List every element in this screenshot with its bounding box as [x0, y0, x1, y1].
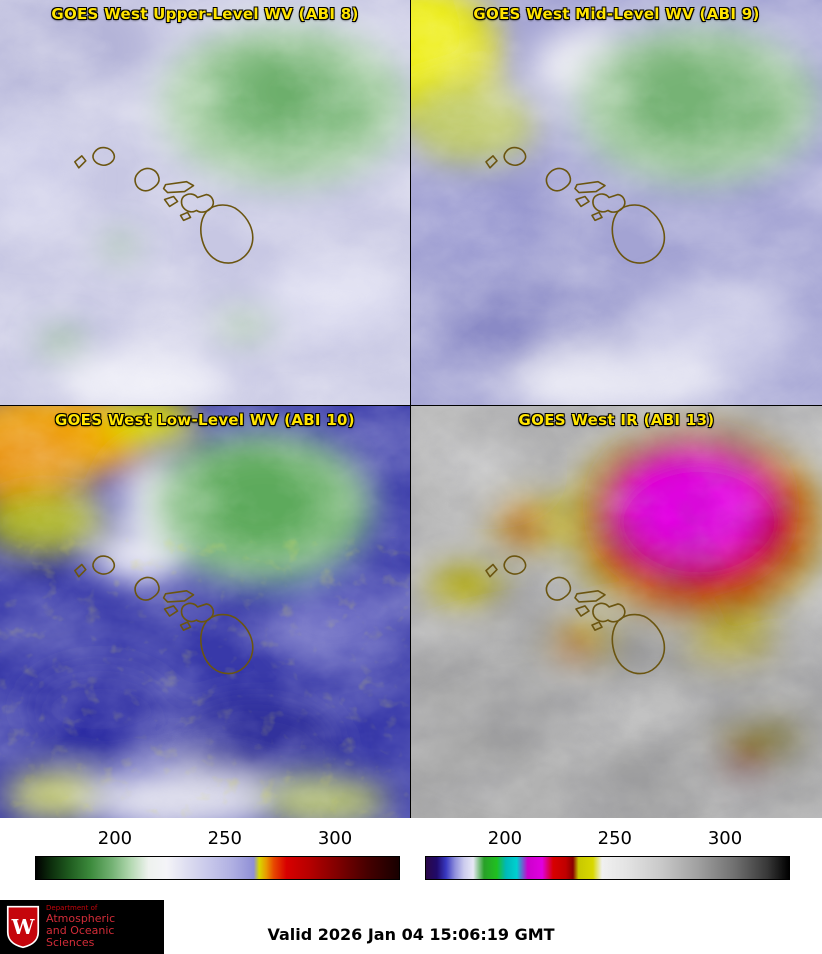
panel-title-upper-wv: GOES West Upper-Level WV (ABI 8)	[51, 5, 359, 23]
colorbar-tick-label: 300	[317, 828, 353, 849]
colorbar-tick-label: 200	[487, 828, 523, 849]
uw-aos-logo: W Department of Atmospheric and Oceanic …	[0, 900, 164, 954]
panel-ir: GOES West IR (ABI 13)	[411, 406, 822, 818]
uw-crest-icon: W	[6, 905, 40, 949]
satellite-image-abi8	[0, 0, 410, 405]
logo-dept-line: Department of	[46, 904, 98, 913]
panel-upper-level-wv: GOES West Upper-Level WV (ABI 8)	[0, 0, 410, 405]
logo-line-1: Atmospheric	[46, 911, 116, 925]
satellite-image-abi9	[411, 0, 822, 405]
ir-colorbar-ticks: 200 250 300	[425, 828, 790, 850]
panel-mid-level-wv: GOES West Mid-Level WV (ABI 9)	[411, 0, 822, 405]
satellite-image-abi10	[0, 406, 410, 818]
panel-title-ir: GOES West IR (ABI 13)	[518, 411, 715, 429]
panel-title-low-wv: GOES West Low-Level WV (ABI 10)	[55, 411, 355, 429]
wv-temperature-colorbar	[35, 856, 400, 880]
panel-title-mid-wv: GOES West Mid-Level WV (ABI 9)	[473, 5, 760, 23]
logo-line-2: and Oceanic Sciences	[46, 923, 115, 949]
colorbar-tick-label: 300	[707, 828, 743, 849]
crest-letter: W	[11, 915, 36, 939]
footer: 200 250 300 200 250 300 W Department of …	[0, 818, 822, 954]
valid-time: Valid 2026 Jan 04 15:06:19 GMT	[267, 925, 555, 944]
colorbar-tick-label: 250	[207, 828, 242, 849]
logo-text: Department of Atmospheric and Oceanic Sc…	[46, 904, 158, 949]
satellite-image-abi13	[411, 406, 822, 818]
ir-temperature-colorbar	[425, 856, 790, 880]
colorbar-tick-label: 250	[597, 828, 632, 849]
panel-low-level-wv: GOES West Low-Level WV (ABI 10)	[0, 406, 410, 818]
wv-colorbar-ticks: 200 250 300	[35, 828, 400, 850]
colorbar-tick-label: 200	[97, 828, 133, 849]
satellite-panel-grid: GOES West Upper-Level WV (ABI 8)	[0, 0, 822, 818]
